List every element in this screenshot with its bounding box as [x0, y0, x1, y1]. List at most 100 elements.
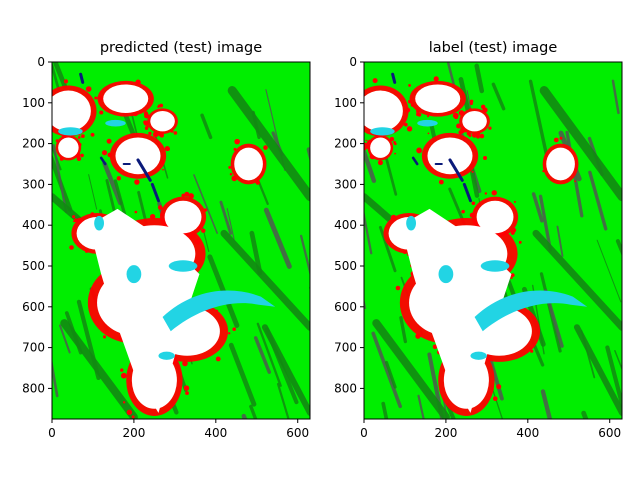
debris-speck	[215, 356, 221, 362]
debris-speck	[518, 240, 522, 244]
debris-speck	[471, 170, 474, 173]
debris-speck	[73, 218, 78, 223]
y-tick-label: 600	[22, 300, 45, 314]
debris-speck	[229, 172, 233, 176]
debris-speck	[149, 213, 156, 220]
debris-speck	[510, 273, 515, 278]
debris-speck	[80, 153, 84, 158]
debris-speck	[101, 150, 108, 156]
debris-speck	[438, 179, 444, 185]
debris-speck	[194, 238, 201, 245]
debris-speck	[469, 212, 475, 218]
lake	[79, 72, 85, 84]
snow-area	[234, 147, 263, 181]
lake	[411, 156, 419, 166]
snow-area	[415, 84, 461, 113]
axes-frame	[51, 61, 311, 420]
forest-streak	[596, 239, 622, 303]
debris-speck	[183, 385, 190, 391]
y-tick-label: 200	[334, 137, 357, 151]
debris-speck	[390, 214, 397, 221]
debris-speck	[416, 109, 420, 114]
debris-speck	[184, 191, 190, 197]
panel-title: predicted (test) image	[100, 40, 262, 56]
debris-speck	[232, 327, 236, 331]
forest-streak	[381, 401, 389, 419]
snow-area	[150, 110, 175, 132]
lake	[136, 158, 152, 182]
forest-streak	[588, 170, 608, 231]
debris-speck	[364, 145, 367, 151]
snow-area	[115, 137, 161, 175]
debris-speck	[228, 332, 231, 335]
debris-speck	[188, 193, 194, 199]
debris-speck	[77, 136, 81, 139]
debris-speck	[469, 99, 474, 104]
debris-speck	[415, 333, 421, 339]
glacier-patch	[470, 351, 487, 360]
forest-streak	[200, 113, 213, 140]
forest-streak	[531, 192, 544, 223]
x-tick-label: 600	[286, 426, 309, 440]
forest-streak	[364, 209, 373, 255]
debris-speck	[173, 131, 178, 135]
debris-speck	[529, 347, 533, 350]
debris-speck	[189, 233, 196, 240]
debris-speck	[255, 180, 260, 185]
snow-massif	[88, 208, 200, 413]
debris-speck	[456, 134, 459, 138]
debris-speck	[120, 368, 124, 372]
glacier-patch	[406, 215, 417, 231]
glacier-tongue	[474, 290, 588, 332]
debris-speck	[164, 422, 167, 425]
debris-speck	[157, 205, 163, 210]
debris-speck	[408, 99, 412, 104]
label-raster	[356, 62, 622, 419]
y-tick-label: 400	[22, 218, 45, 232]
debris-speck	[417, 112, 422, 117]
x-tick-label: 0	[360, 426, 368, 440]
lake	[391, 72, 397, 84]
debris-speck	[530, 349, 534, 353]
debris-speck	[574, 180, 576, 183]
debris-speck	[99, 110, 104, 115]
debris-speck	[181, 193, 186, 198]
debris-speck	[394, 142, 397, 146]
debris-speck	[160, 213, 163, 217]
glacier-patch	[480, 260, 510, 272]
debris-speck	[152, 131, 159, 138]
forest-streak	[102, 161, 123, 206]
debris-speck	[395, 285, 401, 291]
forest-streak	[540, 389, 553, 419]
debris-speck	[553, 137, 559, 143]
debris-speck	[476, 131, 481, 136]
debris-speck	[77, 142, 82, 147]
snow-area	[370, 137, 391, 158]
forest-streak	[306, 147, 310, 163]
debris-speck	[146, 125, 149, 128]
predicted-image-panel: predicted (test) image 0 200 400 600 0 100 20…	[22, 40, 311, 440]
debris-speck	[90, 132, 95, 137]
debris-speck	[201, 228, 206, 233]
debris-speck	[491, 190, 497, 196]
forest-streak	[263, 207, 292, 269]
forest-streak	[226, 208, 235, 240]
snow-area	[164, 200, 202, 234]
debris-speck	[49, 129, 51, 131]
debris-speck	[483, 155, 488, 160]
forest-band	[532, 229, 622, 331]
y-ticks: 0 100 200 300 400 500 600 700 800	[22, 55, 52, 395]
debris-speck	[559, 136, 563, 140]
debris-speck	[479, 133, 485, 139]
forest-streak	[219, 200, 233, 235]
glacier-patch	[417, 119, 438, 127]
debris-speck	[76, 217, 83, 224]
debris-speck	[203, 208, 208, 212]
x-ticks: 0 200 400 600	[48, 419, 309, 440]
y-tick-label: 600	[334, 300, 357, 314]
lake	[462, 182, 472, 203]
debris-speck	[94, 96, 98, 100]
debris-speck	[356, 92, 358, 94]
debris-speck	[148, 131, 152, 136]
